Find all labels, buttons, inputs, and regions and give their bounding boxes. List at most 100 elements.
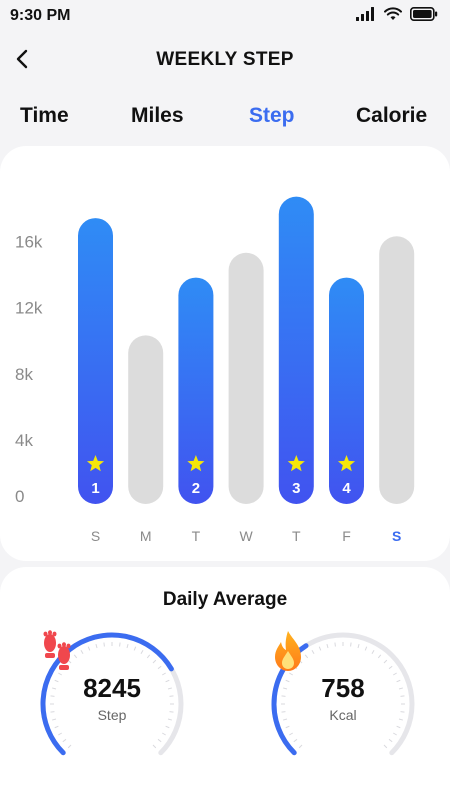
- gauge-tick: [95, 643, 98, 649]
- bar-rank-label: 3: [292, 480, 300, 497]
- gauge-tick: [165, 725, 170, 729]
- gauge-tick: [167, 718, 173, 721]
- step-bar[interactable]: [228, 252, 264, 504]
- chevron-left-icon: [16, 49, 28, 69]
- steps-average-value: 8245: [83, 673, 141, 703]
- gauge-tick: [289, 732, 294, 736]
- gauge-tick: [157, 738, 162, 743]
- gauge-tick: [396, 725, 401, 729]
- gauge-tick: [51, 718, 57, 721]
- steps-gauge: 8245 Step: [37, 629, 187, 779]
- gauge-tick: [152, 744, 157, 749]
- star-icon: [187, 455, 205, 472]
- gauge-tick: [364, 646, 368, 651]
- wifi-icon: [384, 7, 402, 20]
- y-tick-label: 4k: [15, 431, 33, 450]
- gauge-tick: [140, 650, 144, 655]
- gauge-tick: [289, 672, 294, 676]
- gauge-tick: [326, 643, 329, 649]
- x-tick-label[interactable]: S: [392, 528, 401, 544]
- gauge-tick: [161, 672, 166, 676]
- x-tick-label[interactable]: W: [239, 528, 253, 544]
- step-bar[interactable]: [78, 218, 113, 504]
- gauge-tick: [126, 643, 129, 649]
- gauge-tick: [400, 695, 405, 697]
- gauge-tick: [58, 672, 63, 676]
- gauge-tick: [119, 642, 121, 647]
- back-button[interactable]: [10, 46, 36, 72]
- gauge-tick: [146, 654, 151, 659]
- gauge-tick: [54, 725, 59, 729]
- bars: 1 2 3 4: [78, 196, 415, 504]
- daily-average-card: Daily Average 8245 Step 758 Kcal: [0, 567, 450, 800]
- step-bar[interactable]: [379, 236, 415, 504]
- y-tick-label: 0: [15, 487, 24, 506]
- gauge-tick: [103, 642, 105, 647]
- weekly-step-chart: 0 4k 8k 12k 16k 1 2 3 4 S M T W T F S: [15, 196, 415, 544]
- gauge-tick: [157, 665, 162, 670]
- header: WEEKLY STEP: [0, 40, 450, 80]
- x-tick-label[interactable]: T: [292, 528, 301, 544]
- gauge-tick: [281, 711, 286, 713]
- gauge-tick: [398, 687, 404, 690]
- gauge-tick: [282, 687, 288, 690]
- gauge-tick: [304, 654, 309, 659]
- status-icons: [356, 7, 438, 21]
- gauge-tick: [51, 687, 57, 690]
- flame-icon: [275, 631, 301, 671]
- gauge-tick: [392, 732, 397, 736]
- gauge-tick: [285, 725, 290, 729]
- gauge-tick: [50, 695, 55, 697]
- gauge-tick: [167, 687, 173, 690]
- gauge-tick: [169, 695, 174, 697]
- x-tick-label[interactable]: M: [140, 528, 152, 544]
- gauge-tick: [377, 654, 382, 659]
- gauge-tick: [169, 711, 174, 713]
- step-bar[interactable]: [128, 335, 164, 504]
- gauge-tick: [383, 659, 388, 664]
- calories-unit-label: Kcal: [329, 707, 357, 723]
- signal-icon: [356, 7, 374, 21]
- bar-rank-label: 1: [91, 480, 99, 497]
- gauge-tick: [152, 659, 157, 664]
- step-bar[interactable]: [178, 277, 214, 504]
- gauge-tick: [285, 679, 290, 683]
- bar-rank-label: 2: [192, 480, 200, 497]
- gauge-tick: [54, 679, 59, 683]
- tab-miles[interactable]: Miles: [131, 104, 184, 127]
- tab-calorie[interactable]: Calorie: [356, 104, 428, 127]
- gauge-tick: [311, 650, 315, 655]
- gauge-tick: [350, 642, 352, 647]
- tab-bar: Time Miles Step Calorie: [0, 104, 450, 154]
- y-tick-label: 8k: [15, 365, 33, 384]
- gauge-tick: [87, 646, 91, 651]
- status-time: 9:30 PM: [10, 7, 71, 24]
- gauge-tick: [282, 718, 288, 721]
- x-tick-label[interactable]: F: [342, 528, 351, 544]
- battery-icon: [410, 7, 438, 21]
- tab-step[interactable]: Step: [249, 104, 295, 127]
- star-icon: [337, 455, 356, 472]
- gauge-tick: [400, 711, 405, 713]
- x-tick-label[interactable]: T: [192, 528, 201, 544]
- x-tick-label[interactable]: S: [91, 528, 100, 544]
- tab-time[interactable]: Time: [20, 104, 69, 127]
- step-bar[interactable]: [329, 277, 364, 504]
- star-icon: [86, 455, 105, 472]
- gauge-tick: [388, 665, 393, 670]
- gauge-tick: [293, 738, 298, 743]
- bar-rank-label: 4: [342, 480, 351, 497]
- status-bar: 9:30 PM: [0, 0, 450, 32]
- daily-average-title: Daily Average: [162, 589, 288, 610]
- step-bar[interactable]: [278, 196, 314, 504]
- gauge-tick: [334, 642, 336, 647]
- steps-gauge-ring: [40, 632, 184, 756]
- gauge-progress-arc: [40, 632, 174, 756]
- star-icon: [287, 455, 305, 472]
- page-title: WEEKLY STEP: [156, 49, 294, 70]
- gauge-tick: [133, 646, 137, 651]
- gauge-tick: [388, 738, 393, 743]
- calories-average-value: 758: [321, 673, 365, 703]
- y-tick-label: 16k: [15, 233, 43, 252]
